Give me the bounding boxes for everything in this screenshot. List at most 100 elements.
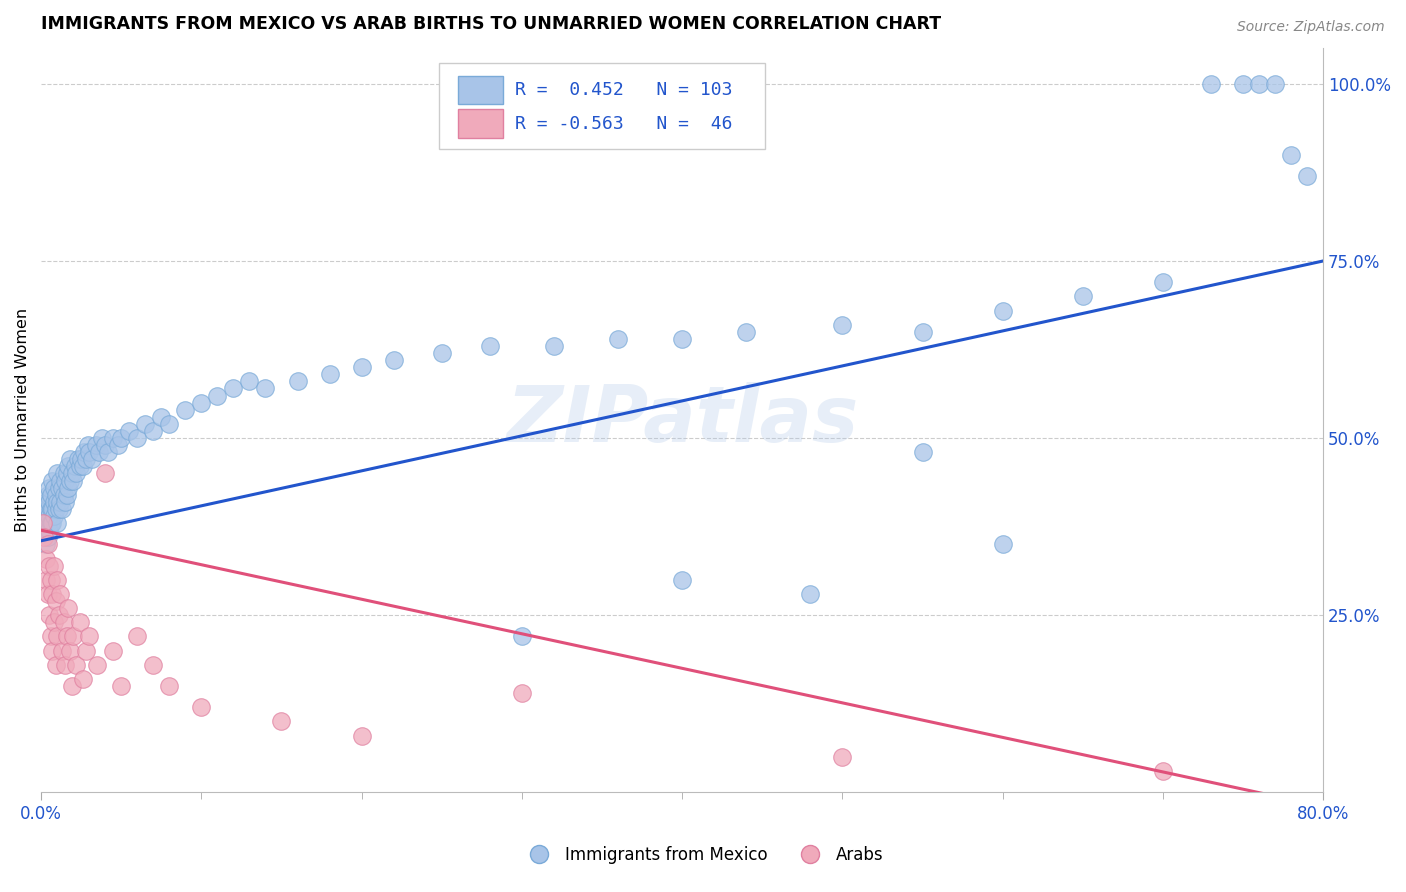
Point — [38, 523, 60, 537]
Point — [62, 474, 84, 488]
Point — [478, 339, 501, 353]
Point — [118, 424, 141, 438]
Point — [58, 481, 80, 495]
Point — [53, 657, 76, 672]
Point — [52, 615, 75, 630]
Point — [91, 431, 114, 445]
Point — [1199, 77, 1222, 91]
Point — [270, 714, 292, 729]
Point — [69, 615, 91, 630]
Point — [41, 643, 63, 657]
Point — [55, 629, 77, 643]
Point — [38, 508, 60, 523]
Point — [34, 516, 56, 530]
Y-axis label: Births to Unmarried Women: Births to Unmarried Women — [15, 309, 30, 533]
Text: R =  0.452   N = 103: R = 0.452 N = 103 — [516, 81, 733, 99]
Point — [110, 431, 132, 445]
Point — [65, 467, 87, 481]
Point — [37, 530, 59, 544]
Point — [65, 657, 87, 672]
Point — [38, 495, 60, 509]
Point — [430, 346, 453, 360]
Point — [39, 516, 62, 530]
Point — [69, 459, 91, 474]
Point — [97, 445, 120, 459]
Point — [39, 488, 62, 502]
Point — [1279, 147, 1302, 161]
Point — [46, 516, 69, 530]
Point — [77, 445, 100, 459]
Text: ZIPatlas: ZIPatlas — [506, 383, 858, 458]
Point — [41, 474, 63, 488]
Point — [142, 657, 165, 672]
Point — [51, 643, 73, 657]
Point — [46, 573, 69, 587]
Point — [41, 587, 63, 601]
Point — [35, 495, 58, 509]
Point — [42, 615, 65, 630]
Point — [55, 467, 77, 481]
Point — [157, 679, 180, 693]
Point — [38, 558, 60, 573]
Point — [58, 601, 80, 615]
Point — [39, 629, 62, 643]
Point — [48, 502, 70, 516]
Point — [671, 573, 693, 587]
Point — [510, 629, 533, 643]
Point — [134, 417, 156, 431]
Point — [735, 325, 758, 339]
Point — [60, 679, 83, 693]
Point — [991, 537, 1014, 551]
Point — [42, 495, 65, 509]
Point — [174, 402, 197, 417]
Point — [37, 516, 59, 530]
Point — [1071, 289, 1094, 303]
Point — [382, 353, 405, 368]
Point — [1264, 77, 1286, 91]
Point — [94, 438, 117, 452]
Point — [59, 643, 82, 657]
Point — [1152, 275, 1174, 289]
Point — [991, 303, 1014, 318]
Point — [44, 657, 66, 672]
Point — [37, 587, 59, 601]
Point — [72, 672, 94, 686]
Point — [76, 438, 98, 452]
Point — [190, 395, 212, 409]
Point — [1152, 764, 1174, 778]
Point — [110, 679, 132, 693]
Point — [51, 481, 73, 495]
Point — [48, 608, 70, 623]
Point — [911, 445, 934, 459]
Bar — [458, 110, 502, 137]
Point — [72, 459, 94, 474]
Point — [42, 481, 65, 495]
Point — [671, 332, 693, 346]
Point — [831, 318, 853, 332]
Point — [42, 558, 65, 573]
Point — [73, 445, 96, 459]
Point — [41, 502, 63, 516]
Point — [39, 502, 62, 516]
Point — [84, 438, 107, 452]
Point — [41, 516, 63, 530]
Point — [52, 467, 75, 481]
Point — [510, 686, 533, 700]
Point — [49, 474, 72, 488]
Point — [49, 587, 72, 601]
Point — [77, 629, 100, 643]
Point — [190, 700, 212, 714]
Point — [38, 481, 60, 495]
Point — [49, 495, 72, 509]
Point — [70, 452, 93, 467]
Point — [142, 424, 165, 438]
Point — [1296, 169, 1319, 183]
Point — [59, 474, 82, 488]
Point — [350, 729, 373, 743]
Point — [1247, 77, 1270, 91]
Point — [62, 629, 84, 643]
Point — [37, 537, 59, 551]
Point — [157, 417, 180, 431]
Point — [39, 573, 62, 587]
Legend: Immigrants from Mexico, Arabs: Immigrants from Mexico, Arabs — [516, 839, 890, 871]
